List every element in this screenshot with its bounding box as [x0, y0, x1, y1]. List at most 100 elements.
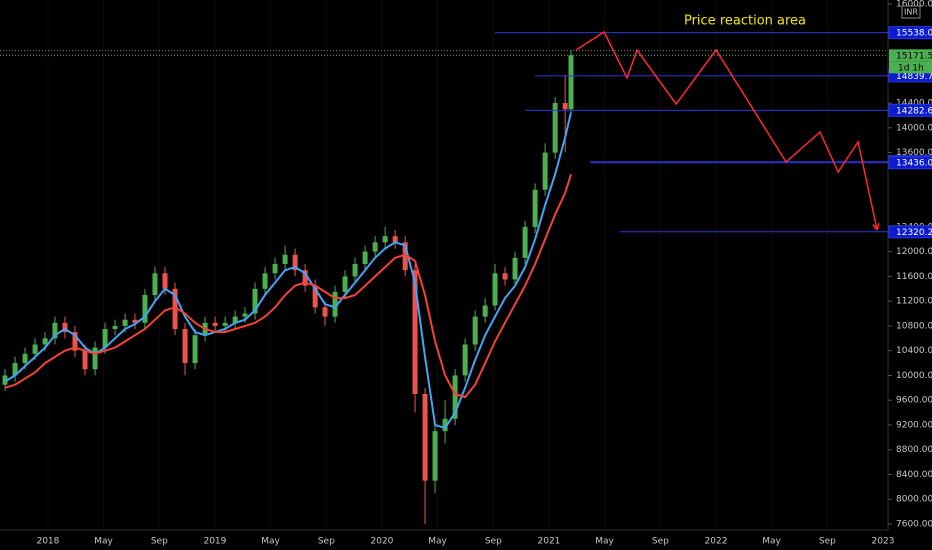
- candle-body: [412, 270, 418, 395]
- candle-body: [542, 152, 548, 190]
- y-tick-label: 10800.00: [896, 321, 932, 331]
- candle-body: [552, 103, 558, 153]
- level-label: 14282.65: [896, 106, 932, 116]
- y-tick-label: 9600.00: [896, 396, 932, 406]
- y-tick-label: 10400.00: [896, 346, 932, 356]
- x-tick-label: Sep: [652, 537, 669, 547]
- candle-body: [292, 254, 298, 271]
- candle-body: [322, 307, 328, 317]
- x-tick-label: May: [94, 537, 113, 547]
- x-tick-label: Sep: [485, 537, 502, 547]
- level-label-box: [888, 103, 932, 117]
- candle-body: [52, 322, 58, 339]
- candle-body: [232, 316, 238, 323]
- x-tick-label: 2022: [705, 537, 728, 547]
- candle-body: [522, 226, 528, 258]
- candle-body: [568, 55, 574, 110]
- level-label-box: [888, 156, 932, 170]
- candle-body: [502, 273, 508, 280]
- candle-body: [192, 335, 198, 364]
- countdown-label: 1d 1h: [898, 63, 924, 73]
- candle-body: [562, 103, 568, 110]
- x-tick-label: 2018: [36, 537, 59, 547]
- candle-body: [362, 251, 368, 265]
- candle-body: [472, 316, 478, 345]
- candle-body: [32, 344, 38, 354]
- y-tick-label: 12000.00: [896, 247, 932, 257]
- moving-average: [4, 174, 572, 399]
- x-tick-label: May: [261, 537, 280, 547]
- candle-body: [72, 332, 78, 351]
- candle-body: [102, 329, 108, 348]
- candle-body: [452, 375, 458, 419]
- candle-body: [62, 322, 68, 333]
- candle-body: [372, 242, 378, 252]
- x-tick-label: May: [595, 537, 614, 547]
- candle-body: [92, 347, 98, 370]
- candle-body: [132, 319, 138, 323]
- x-tick-label: 2023: [872, 537, 895, 547]
- candle-body: [2, 375, 8, 385]
- candle-body: [222, 322, 228, 326]
- candle-body: [122, 319, 128, 326]
- candle-body: [352, 264, 358, 277]
- candle-body: [172, 288, 178, 330]
- candle-body: [342, 276, 348, 292]
- currency: INR: [904, 8, 918, 17]
- level-label-box: [888, 26, 932, 40]
- candle-body: [432, 431, 438, 481]
- last-price-box: [889, 49, 932, 62]
- projection-line: [575, 30, 878, 231]
- countdown-box: [889, 61, 932, 74]
- last-price-label: 15171.50: [896, 51, 932, 61]
- y-tick-label: 7600.00: [896, 519, 932, 529]
- x-tick-label: Sep: [318, 537, 335, 547]
- candle-body: [152, 273, 158, 295]
- x-tick-label: May: [428, 537, 447, 547]
- y-tick-label: 16000.00: [896, 0, 932, 10]
- candle-body: [462, 344, 468, 376]
- y-tick-label: 11200.00: [896, 297, 932, 307]
- x-tick-label: Sep: [151, 537, 168, 547]
- currency-box: [901, 5, 921, 19]
- annotation: Price reaction area: [684, 14, 806, 29]
- candle-body: [42, 338, 48, 345]
- x-tick-label: 2019: [203, 537, 226, 547]
- y-tick-label: 11600.00: [896, 272, 932, 282]
- candle-body: [312, 285, 318, 308]
- candle-body: [112, 325, 118, 330]
- y-tick-label: 8400.00: [896, 470, 932, 480]
- candle-body: [332, 291, 338, 317]
- y-tick-label: 14400.00: [896, 99, 932, 109]
- candle-body: [252, 288, 258, 314]
- candle-body: [402, 242, 408, 271]
- candle-body: [142, 294, 148, 323]
- candle-body: [82, 350, 88, 370]
- level-label: 15538.00: [896, 29, 932, 39]
- x-tick-label: 2020: [371, 537, 394, 547]
- candle-body: [482, 305, 488, 317]
- candle-body: [302, 270, 308, 286]
- candle-body: [22, 353, 28, 364]
- y-tick-label: 10000.00: [896, 371, 932, 381]
- candle-body: [182, 329, 188, 364]
- moving-average: [4, 112, 572, 430]
- candle-body: [282, 254, 288, 265]
- candle-body: [272, 264, 278, 274]
- candle-body: [382, 236, 388, 243]
- level-label-box: [888, 225, 932, 239]
- level-label: 14839.70: [896, 72, 932, 82]
- candle-body: [492, 273, 498, 306]
- x-tick-label: Sep: [819, 537, 836, 547]
- candle-body: [262, 273, 268, 289]
- candle-body: [162, 273, 168, 289]
- y-tick-label: 8000.00: [896, 495, 932, 505]
- y-tick-label: 13600.00: [896, 148, 932, 158]
- level-label: 13436.00: [896, 159, 932, 169]
- y-tick-label: 9200.00: [896, 420, 932, 430]
- y-tick-label: 8800.00: [896, 445, 932, 455]
- x-tick-label: 2021: [538, 537, 561, 547]
